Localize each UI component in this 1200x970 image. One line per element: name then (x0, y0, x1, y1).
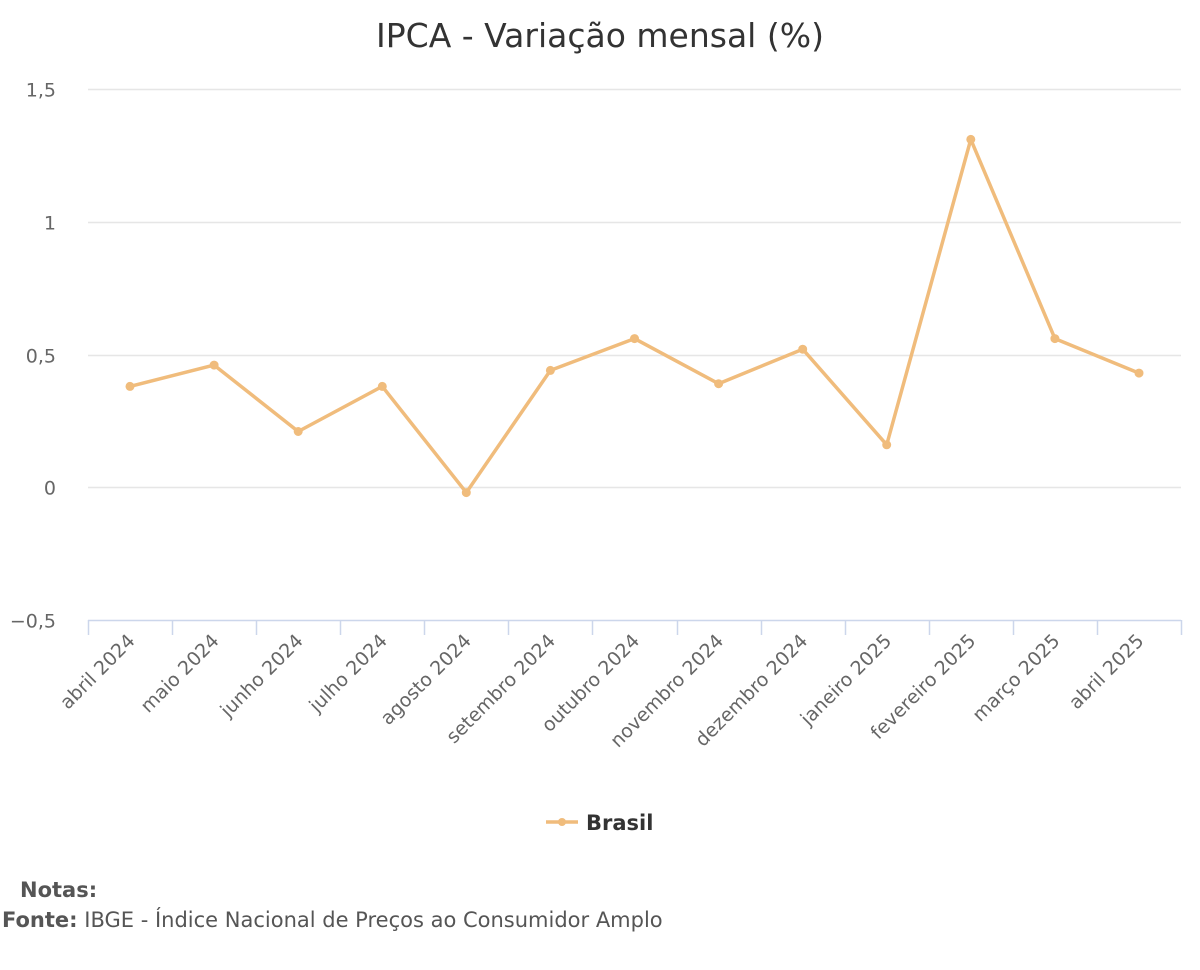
x-tick-label: abril 2024 (56, 630, 140, 714)
series-line-brasil[interactable] (128, 137, 1141, 495)
y-tick-label: −0,5 (10, 611, 56, 633)
data-point[interactable] (545, 365, 555, 375)
source-text: IBGE - Índice Nacional de Preços ao Cons… (84, 908, 663, 932)
legend-symbol-marker[interactable] (558, 818, 566, 826)
x-tick-label: julho 2024 (304, 630, 391, 717)
y-tick-label: 1,5 (26, 80, 56, 102)
series-layer[interactable] (125, 134, 1144, 498)
data-point[interactable] (1134, 368, 1144, 378)
y-axis-ticks: −0,5 0 0,5 1 1,5 (10, 80, 56, 633)
notes-label: Notas: (20, 878, 98, 902)
data-point[interactable] (798, 344, 808, 354)
data-point[interactable] (966, 134, 976, 144)
x-tick-label: março 2025 (968, 630, 1064, 726)
x-tick-label: abril 2025 (1065, 630, 1149, 714)
chart-title: IPCA - Variação mensal (%) (376, 16, 824, 55)
source-label: Fonte: (2, 908, 78, 932)
y-tick-label: 1 (44, 213, 56, 235)
data-point[interactable] (293, 427, 303, 436)
x-tick-label: maio 2024 (136, 630, 223, 717)
data-point[interactable] (125, 381, 135, 391)
data-point[interactable] (714, 379, 724, 389)
ipca-line-chart: IPCA - Variação mensal (%) −0,500,511,5 … (10, 16, 1183, 835)
legend-label-brasil[interactable]: Brasil (586, 811, 653, 835)
data-point[interactable] (209, 360, 219, 370)
data-point[interactable] (1050, 334, 1060, 344)
data-point[interactable] (882, 440, 892, 450)
grid-lines (88, 88, 1181, 489)
data-point[interactable] (630, 334, 639, 344)
data-point[interactable] (461, 488, 471, 498)
x-tick-label: junho 2024 (215, 630, 307, 722)
data-point[interactable] (377, 381, 387, 391)
legend[interactable]: Brasil (546, 811, 653, 835)
y-tick-label: 0 (44, 478, 56, 500)
source-line: Fonte: IBGE - Índice Nacional de Preços … (2, 908, 663, 932)
y-tick-label: 0,5 (26, 346, 56, 368)
